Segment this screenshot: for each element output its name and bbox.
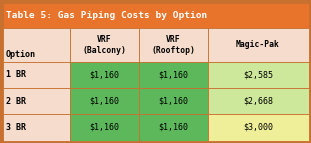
Bar bbox=[139, 28, 207, 62]
Bar bbox=[207, 88, 309, 114]
Text: 2 BR: 2 BR bbox=[6, 97, 26, 106]
Text: $1,160: $1,160 bbox=[158, 97, 188, 106]
Bar bbox=[70, 88, 139, 114]
Text: $1,160: $1,160 bbox=[89, 123, 119, 132]
Text: 1 BR: 1 BR bbox=[6, 70, 26, 80]
Bar bbox=[139, 88, 207, 114]
Text: VRF
(Balcony): VRF (Balcony) bbox=[82, 35, 126, 55]
Bar bbox=[207, 28, 309, 62]
Bar bbox=[207, 114, 309, 141]
Bar bbox=[139, 114, 207, 141]
Bar bbox=[70, 28, 139, 62]
Text: VRF
(Rooftop): VRF (Rooftop) bbox=[151, 35, 195, 55]
Text: Table 5: Gas Piping Costs by Option: Table 5: Gas Piping Costs by Option bbox=[7, 11, 208, 20]
Bar bbox=[2, 88, 70, 114]
Bar bbox=[2, 2, 309, 28]
Bar bbox=[70, 62, 139, 88]
Text: $2,668: $2,668 bbox=[243, 97, 273, 106]
Bar bbox=[70, 114, 139, 141]
Bar bbox=[2, 114, 70, 141]
Text: 3 BR: 3 BR bbox=[6, 123, 26, 132]
Text: $2,585: $2,585 bbox=[243, 70, 273, 80]
Text: $1,160: $1,160 bbox=[158, 123, 188, 132]
Bar bbox=[2, 28, 70, 62]
Bar bbox=[139, 62, 207, 88]
Text: $1,160: $1,160 bbox=[158, 70, 188, 80]
Text: $3,000: $3,000 bbox=[243, 123, 273, 132]
Text: Magic-Pak: Magic-Pak bbox=[236, 40, 280, 49]
Text: $1,160: $1,160 bbox=[89, 97, 119, 106]
Text: $1,160: $1,160 bbox=[89, 70, 119, 80]
Bar bbox=[207, 62, 309, 88]
Text: Option: Option bbox=[6, 50, 35, 59]
Bar bbox=[2, 62, 70, 88]
